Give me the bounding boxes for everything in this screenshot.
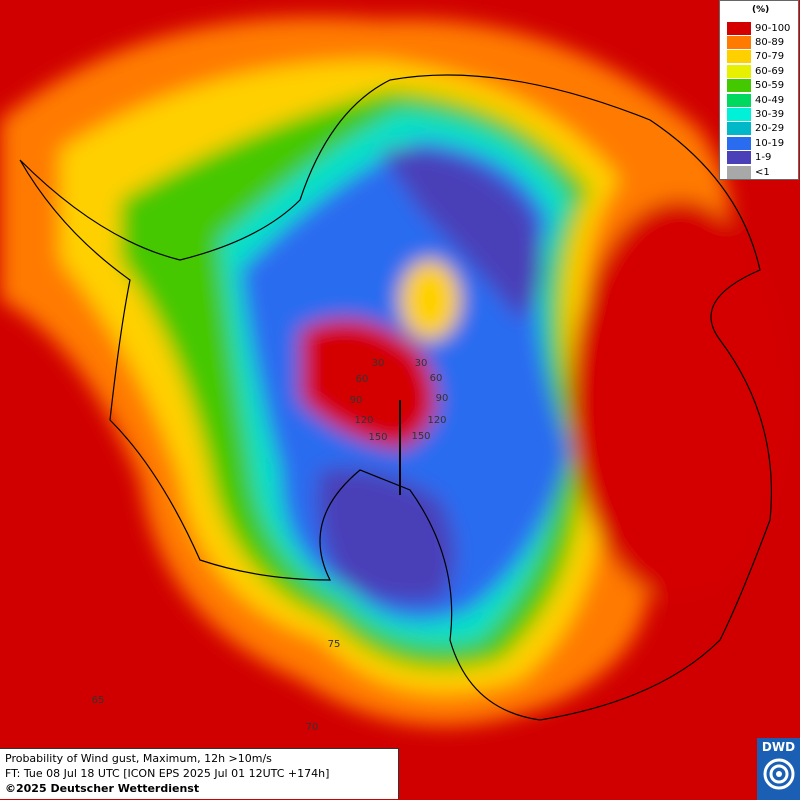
legend-swatch: [727, 136, 751, 150]
caption-forecast: FT: Tue 08 Jul 18 UTC [ICON EPS 2025 Jul…: [5, 767, 330, 780]
logo: DWD: [757, 738, 800, 800]
copyright: ©2025 Deutscher Wetterdienst: [5, 782, 200, 795]
lat-label: 70: [306, 722, 319, 733]
legend-item: 80-89: [727, 35, 784, 49]
legend-label: <1: [755, 166, 770, 178]
lon-label: 90: [350, 395, 363, 406]
lon-label: 150: [411, 431, 430, 442]
legend-item: 60-69: [727, 64, 784, 78]
lon-label: 30: [415, 358, 428, 369]
legend-label: 50-59: [755, 80, 785, 92]
coastline: [19, 74, 773, 721]
legend-label: 40-49: [755, 94, 785, 106]
logo-text: DWD: [761, 740, 796, 754]
legend-item: 20-29: [727, 122, 784, 136]
legend-label: 90-100: [755, 22, 791, 34]
lon-label: 120: [427, 415, 446, 426]
legend-label: 10-19: [755, 137, 785, 149]
legend-item: 30-39: [727, 107, 784, 121]
legend-item: 10-19: [727, 136, 784, 150]
legend-item: 1-9: [727, 151, 771, 165]
legend-item: 70-79: [727, 50, 784, 64]
legend-label: 70-79: [755, 51, 785, 63]
graticule-labels: 30 60 90 120 150 30 60 90 120 150 75 70 …: [92, 358, 449, 733]
caption-title: Probability of Wind gust, Maximum, 12h >…: [5, 752, 272, 765]
lon-label: 150: [368, 432, 387, 443]
lon-label: 90: [436, 393, 449, 404]
lon-label: 60: [430, 373, 443, 384]
legend-swatch: [727, 93, 751, 107]
legend-label: 60-69: [755, 65, 785, 77]
legend-swatch: [727, 64, 751, 78]
legend-label: 80-89: [755, 36, 785, 48]
legend-swatch: [727, 165, 751, 179]
legend-swatch: [727, 79, 751, 93]
legend-swatch: [727, 50, 751, 64]
legend-swatch: [727, 35, 751, 49]
legend-swatch: [727, 151, 751, 165]
legend-swatch: [727, 122, 751, 136]
legend-item: 50-59: [727, 79, 784, 93]
lat-label: 65: [92, 695, 105, 706]
legend-item: 40-49: [727, 93, 784, 107]
legend-swatch: [727, 107, 751, 121]
legend-label: 1-9: [755, 152, 772, 164]
legend-item: <1: [727, 165, 770, 179]
legend-unit: (%): [752, 5, 770, 15]
logo-icon: [763, 758, 794, 790]
legend-item: 90-100: [727, 21, 790, 35]
lon-label: 60: [356, 374, 369, 385]
legend-label: 20-29: [755, 123, 785, 135]
lat-label: 75: [328, 639, 341, 650]
caption: Probability of Wind gust, Maximum, 12h >…: [0, 748, 399, 799]
legend-swatch: [727, 21, 751, 35]
probability-field: [0, 17, 790, 726]
legend-label: 30-39: [755, 108, 785, 120]
lon-label: 120: [354, 415, 373, 426]
lon-label: 30: [372, 358, 385, 369]
legend: (%) 90-100 80-89 70-79 60-69 50-59 40-49 30-39…: [719, 0, 799, 180]
